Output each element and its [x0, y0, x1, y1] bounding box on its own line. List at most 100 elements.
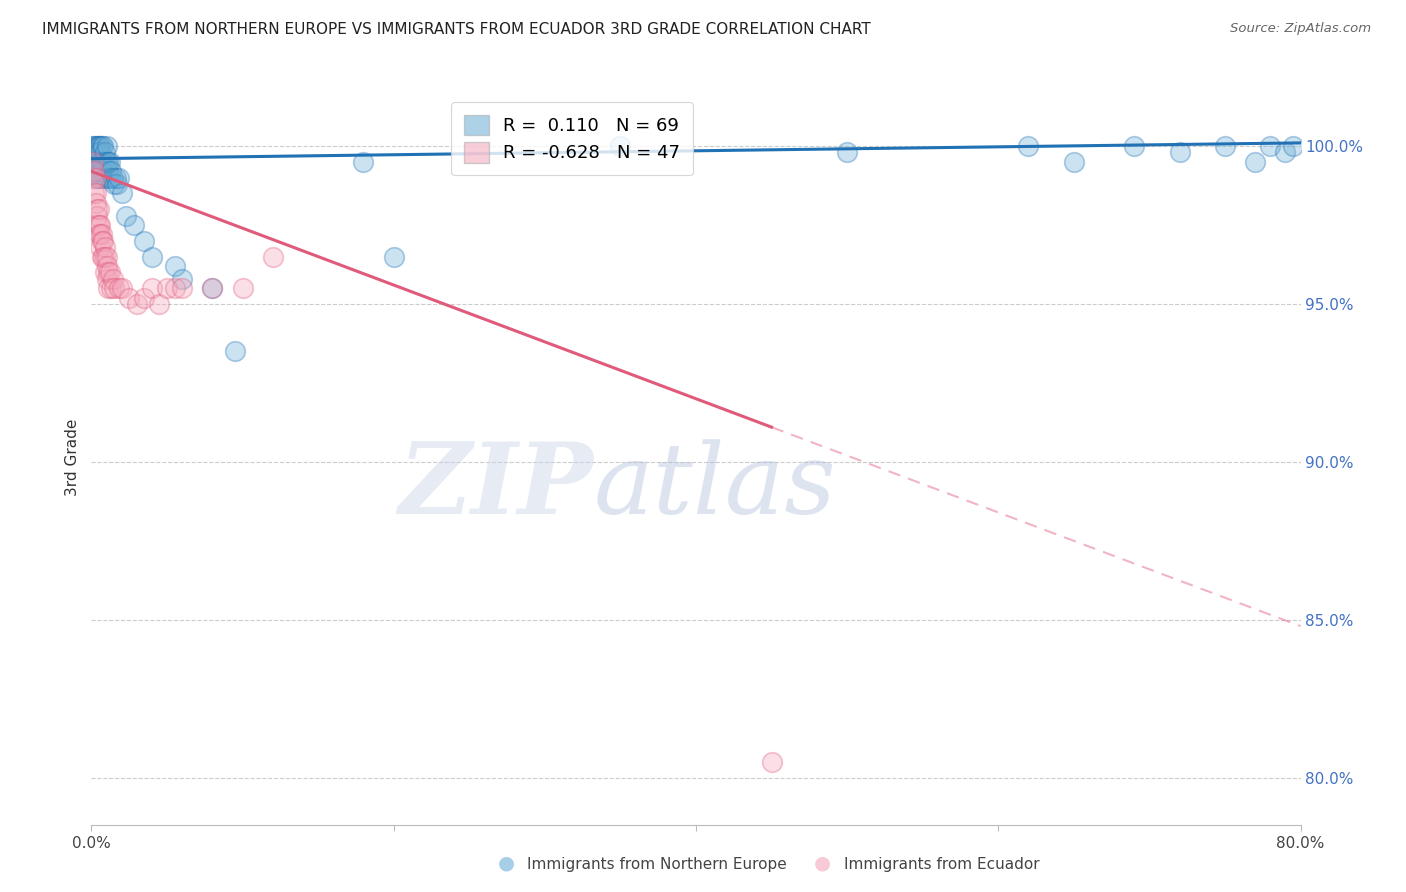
Text: ●: ● [814, 854, 831, 872]
Point [111, 186, 132, 201]
Point [172, 271, 194, 285]
Point [91, 250, 114, 264]
Point [97, 265, 120, 279]
Point [134, 234, 156, 248]
Y-axis label: 3rd Grade: 3rd Grade [65, 418, 80, 496]
Point [82, 145, 104, 160]
Point [96, 170, 118, 185]
Point [98, 265, 121, 279]
Point [100, 281, 122, 295]
Point [97, 281, 120, 295]
Point [87, 145, 110, 160]
Point [82, 170, 104, 185]
Text: ●: ● [498, 854, 515, 872]
Point [84, 186, 107, 201]
Point [87, 139, 110, 153]
Point [86, 170, 108, 185]
Point [224, 344, 246, 359]
Point [89, 139, 111, 153]
Point [86, 145, 108, 160]
Point [98, 154, 121, 169]
Point [1018, 139, 1040, 153]
Point [89, 227, 111, 242]
Point [89, 164, 111, 178]
Point [82, 139, 104, 153]
Point [105, 177, 128, 191]
Point [89, 145, 111, 160]
Point [87, 202, 110, 217]
Point [104, 170, 127, 185]
Point [93, 164, 115, 178]
Point [1244, 154, 1267, 169]
Point [96, 154, 118, 169]
Point [84, 195, 107, 210]
Point [91, 234, 114, 248]
Point [141, 250, 163, 264]
Text: IMMIGRANTS FROM NORTHERN EUROPE VS IMMIGRANTS FROM ECUADOR 3RD GRADE CORRELATION: IMMIGRANTS FROM NORTHERN EUROPE VS IMMIG… [42, 22, 870, 37]
Point [609, 139, 631, 153]
Point [87, 227, 110, 242]
Point [231, 281, 253, 295]
Point [93, 139, 115, 153]
Point [96, 259, 118, 273]
Point [107, 170, 129, 185]
Point [156, 281, 179, 295]
Point [91, 154, 114, 169]
Point [94, 265, 117, 279]
Point [89, 170, 111, 185]
Point [94, 250, 117, 264]
Point [103, 281, 125, 295]
Point [91, 139, 114, 153]
Point [107, 281, 129, 295]
Point [84, 145, 107, 160]
Point [1168, 145, 1191, 160]
Point [83, 145, 105, 160]
Point [86, 139, 108, 153]
Point [96, 139, 118, 153]
Point [93, 154, 115, 169]
Point [201, 281, 224, 295]
Point [93, 234, 115, 248]
Point [86, 218, 108, 232]
Point [96, 250, 118, 264]
Point [86, 209, 108, 223]
Point [111, 281, 132, 295]
Point [141, 281, 163, 295]
Point [97, 154, 120, 169]
Point [84, 139, 107, 153]
Text: Source: ZipAtlas.com: Source: ZipAtlas.com [1230, 22, 1371, 36]
Point [1274, 145, 1296, 160]
Point [87, 170, 110, 185]
Text: ZIP: ZIP [398, 438, 593, 535]
Point [118, 291, 141, 305]
Point [1260, 139, 1282, 153]
Point [94, 145, 117, 160]
Point [84, 164, 107, 178]
Point [101, 170, 124, 185]
Point [1282, 139, 1305, 153]
Point [97, 164, 120, 178]
Point [134, 291, 156, 305]
Point [122, 218, 145, 232]
Point [86, 202, 108, 217]
Point [83, 154, 105, 169]
Point [382, 250, 405, 264]
Point [262, 250, 284, 264]
Point [94, 154, 117, 169]
Point [91, 164, 114, 178]
Point [87, 218, 110, 232]
Point [148, 297, 170, 311]
Point [835, 145, 858, 160]
Text: Immigrants from Northern Europe: Immigrants from Northern Europe [527, 857, 787, 872]
Point [163, 259, 186, 273]
Point [761, 755, 783, 769]
Point [98, 170, 121, 185]
Point [96, 271, 118, 285]
Point [87, 139, 110, 153]
Point [83, 186, 105, 201]
Point [83, 139, 105, 153]
Point [94, 240, 117, 254]
Point [1213, 139, 1236, 153]
Point [89, 240, 111, 254]
Point [172, 281, 194, 295]
